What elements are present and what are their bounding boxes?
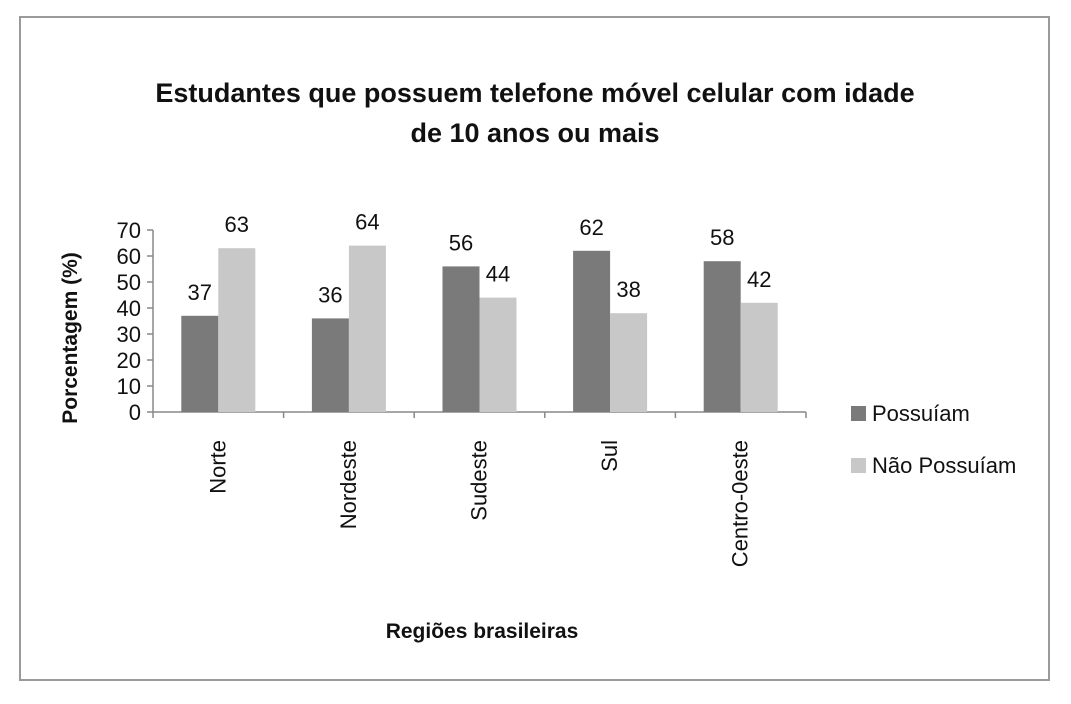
y-axis-label: Porcentagem (%) bbox=[59, 252, 82, 424]
y-tick-label: 10 bbox=[117, 374, 141, 399]
bars: 37 36 56 62 58 63 64 44 38 42 bbox=[181, 210, 778, 412]
bar-nao-possuiam bbox=[348, 245, 386, 412]
y-tick-label: 0 bbox=[129, 400, 141, 425]
legend-swatch bbox=[851, 406, 866, 421]
data-label: 37 bbox=[188, 280, 212, 305]
category-label: Norte bbox=[205, 440, 230, 494]
bar-nao-possuiam bbox=[610, 313, 648, 412]
bar-possuiam bbox=[181, 315, 219, 412]
data-label: 62 bbox=[579, 215, 603, 240]
data-label: 38 bbox=[616, 277, 640, 302]
bar-nao-possuiam bbox=[218, 248, 256, 412]
bar-nao-possuiam bbox=[740, 302, 778, 412]
chart-title-line-1: Estudantes que possuem telefone móvel ce… bbox=[155, 78, 914, 108]
category-label: Centro-0este bbox=[728, 440, 753, 567]
data-label: 58 bbox=[710, 225, 734, 250]
bar-possuiam bbox=[703, 261, 741, 412]
y-tick-label: 20 bbox=[117, 348, 141, 373]
bar-possuiam bbox=[573, 250, 611, 412]
y-tick-label: 40 bbox=[117, 296, 141, 321]
data-label: 56 bbox=[449, 230, 473, 255]
legend-label: Não Possuíam bbox=[872, 453, 1016, 478]
y-tick-label: 50 bbox=[117, 270, 141, 295]
chart-title-line-2: de 10 anos ou mais bbox=[410, 118, 659, 148]
y-tick-label: 60 bbox=[117, 244, 141, 269]
data-label: 44 bbox=[486, 262, 510, 287]
legend-label: Possuíam bbox=[872, 401, 970, 426]
bar-possuiam bbox=[311, 318, 349, 412]
data-label: 64 bbox=[355, 210, 379, 235]
category-label: Sudeste bbox=[467, 440, 492, 521]
x-axis-label: Regiões brasileiras bbox=[386, 620, 579, 643]
data-label: 42 bbox=[747, 267, 771, 292]
category-label: Nordeste bbox=[336, 440, 361, 529]
y-tick-label: 70 bbox=[117, 218, 141, 243]
legend: Possuíam Não Possuíam bbox=[851, 401, 1016, 478]
y-tick-label: 30 bbox=[117, 322, 141, 347]
data-label: 36 bbox=[318, 282, 342, 307]
bar-nao-possuiam bbox=[479, 297, 517, 412]
legend-swatch bbox=[851, 458, 866, 473]
bar-possuiam bbox=[442, 266, 480, 412]
data-label: 63 bbox=[225, 212, 249, 237]
category-label: Sul bbox=[597, 440, 622, 472]
